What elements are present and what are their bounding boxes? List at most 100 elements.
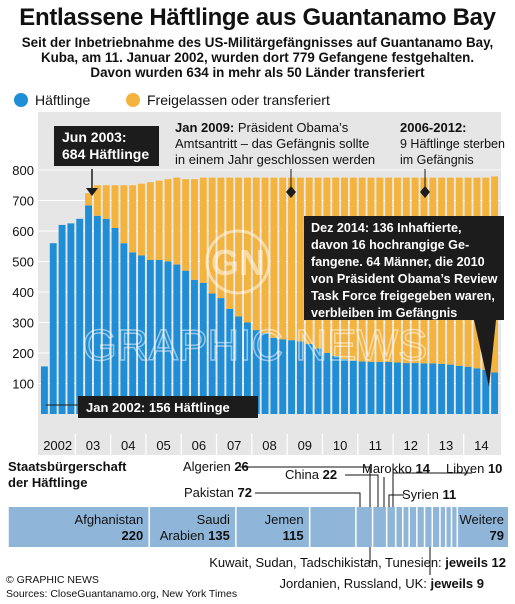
- x-tick-label: 14: [474, 438, 488, 453]
- bar-detainees: [341, 359, 348, 414]
- bar-released: [270, 177, 278, 338]
- annotation-line: Amtsantritt – das Gefängnis sollte: [175, 136, 369, 151]
- annotation-line: im Gefängnis: [400, 153, 474, 167]
- annotation-2006-2012: 2006-2012: 9 Häftlinge sterben im Gefäng…: [400, 120, 505, 198]
- orange-dot-icon: [126, 93, 140, 107]
- bar-detainees: [93, 215, 101, 414]
- annotation-text: Jan 2009: Präsident Obama’s: [175, 120, 349, 135]
- legend-label: Freigelassen oder transferiert: [147, 92, 330, 108]
- watermark-text: GRAPHIC NEWS: [83, 321, 428, 370]
- bar-released: [85, 193, 92, 206]
- bar-detainees: [394, 362, 401, 414]
- bar-detainees: [367, 361, 375, 414]
- label-value: 22: [323, 467, 337, 482]
- y-axis: 100 200 300 400 500 600 700 800: [12, 163, 34, 392]
- copyright: © GRAPHIC NEWS: [6, 574, 99, 586]
- label-value: 11: [442, 487, 456, 502]
- label-value: jeweils 12: [444, 555, 506, 570]
- legend-item-detainees: Häftlinge: [14, 92, 90, 108]
- nationality-heading: Staatsbürgerschaft: [8, 459, 127, 474]
- bar-detainees: [385, 361, 393, 414]
- bar-released: [243, 177, 251, 323]
- x-tick-label: 13: [439, 438, 453, 453]
- bar-detainees: [491, 372, 499, 414]
- bar-released: [191, 179, 198, 280]
- bar-released: [129, 185, 137, 253]
- bar-released: [199, 177, 207, 283]
- bar-detainees: [173, 264, 181, 414]
- callout-arrow: [86, 188, 98, 196]
- segment-name: Arabien 135: [160, 528, 230, 543]
- bar-detainees: [76, 218, 84, 414]
- x-tick-label: 12: [403, 438, 417, 453]
- y-tick-label: 300: [12, 316, 34, 331]
- bar-detainees: [402, 363, 410, 414]
- bar-detainees: [164, 261, 172, 414]
- leader-syrien: [388, 494, 404, 507]
- bar-detainees: [191, 279, 198, 414]
- bar-released: [164, 179, 172, 262]
- annotation-marker-icon: [286, 186, 296, 198]
- segment-name: Saudi: [197, 512, 230, 527]
- label-name: Libyen: [446, 461, 484, 476]
- bar-detainees: [102, 218, 110, 414]
- bar-detainees: [243, 322, 251, 414]
- label-name: Marokko: [362, 461, 412, 476]
- subtitle-line: Kuba, am 11. Januar 2002, wurden dort 77…: [40, 50, 475, 65]
- leader-china: [345, 474, 379, 507]
- bar-released: [279, 177, 287, 340]
- bar-released: [235, 177, 243, 317]
- bar-detainees: [332, 356, 340, 414]
- bar-detainees: [252, 330, 260, 414]
- annotation-line: in einem Jahr geschlossen werden: [175, 152, 375, 167]
- watermark: GN GRAPHIC NEWS: [82, 229, 428, 371]
- bar-detainees: [270, 337, 278, 414]
- detainee-chart: 100 200 300 400 500 600 700 800 GN GRAPHIC NEWS…: [12, 112, 505, 455]
- nationality-section: Staatsbürgerschaft der Häftlinge Afghani…: [7, 459, 508, 591]
- callout-jan-2002: Jan 2002: 156 Häftlinge: [46, 396, 258, 418]
- segment-value: 115: [283, 528, 304, 543]
- leader-libyen: [392, 472, 472, 507]
- bar-released: [208, 177, 216, 294]
- x-tick-label: 11: [369, 438, 383, 453]
- bar-detainees: [296, 341, 304, 414]
- label-name: Pakistan: [184, 485, 234, 500]
- blue-dot-icon: [14, 93, 28, 107]
- label-value: 10: [488, 461, 502, 476]
- callout-text: 684 Häftlinge: [62, 146, 149, 162]
- bar-detainees: [182, 270, 190, 414]
- annotation-line: Präsident Obama’s: [238, 120, 349, 135]
- bar-detainees: [58, 224, 66, 414]
- sources: Sources: CloseGuantanamo.org, New York T…: [6, 588, 238, 600]
- y-tick-label: 200: [12, 346, 34, 361]
- label-name: Kuwait, Sudan, Tadschikistan, Tunesien:: [209, 555, 445, 570]
- bar-detainees: [323, 353, 331, 414]
- bar-released: [138, 183, 145, 256]
- bar-detainees: [67, 223, 75, 414]
- bar-detainees: [482, 369, 490, 414]
- x-tick-label: 04: [121, 438, 135, 453]
- callout-text: Jun 2003:: [62, 129, 127, 145]
- bar-detainees: [473, 368, 481, 414]
- bar-released: [182, 179, 190, 271]
- bar-detainees: [420, 363, 428, 414]
- label-value: 72: [238, 485, 252, 500]
- segment-name: Afghanistan: [75, 512, 144, 527]
- bar-detainees: [438, 363, 446, 414]
- callout-jun-2003: Jun 2003: 684 Häftlinge: [54, 126, 159, 196]
- callout-pointer: [474, 320, 496, 387]
- annotation-line: 9 Häftlinge sterben: [400, 137, 505, 151]
- x-axis-band: [38, 434, 501, 455]
- label-syrien: Syrien 11: [402, 487, 456, 502]
- callout-text: davon 16 hochrangige Ge-: [311, 238, 469, 252]
- legend-label: Häftlinge: [35, 92, 91, 108]
- bar-detainees: [314, 348, 322, 414]
- label-pakistan: Pakistan 72: [184, 485, 252, 500]
- label-libyen: Libyen 10: [446, 461, 502, 476]
- label-value: 14: [415, 461, 430, 476]
- label-name: China: [285, 467, 320, 482]
- bar-released: [155, 180, 163, 260]
